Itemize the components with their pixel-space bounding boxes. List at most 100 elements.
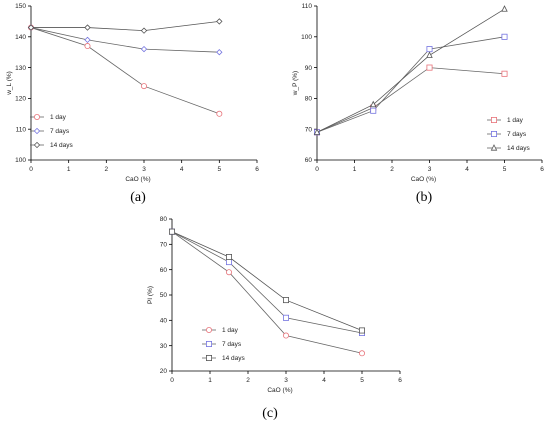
data-point [140,45,148,53]
chart-panel-b: 60 70 80 90 100 110 0 1 2 3 4 5 6 CaO (%) w_P (%) 1 day… [285,0,550,183]
x-tick-label: 2 [390,166,394,173]
y-tick-label: 50 [160,292,168,299]
data-point [501,70,508,77]
data-point [426,64,433,71]
data-point [501,33,508,40]
y-tick-label: 40 [160,318,168,325]
y-tick-label: 150 [15,3,26,10]
data-point [140,27,148,34]
series-2 [313,5,508,135]
x-tick-label: 6 [540,166,544,173]
series-line [316,67,505,133]
series-line [316,36,505,133]
legend-label: 1 day [507,117,524,124]
series-0 [27,24,223,117]
x-tick-label: 1 [353,166,357,173]
legend-marker [490,117,497,124]
panel-label-c: (c) [262,406,278,421]
y-tick-label: 110 [16,126,27,133]
data-point [370,107,377,114]
legend-marker [206,327,213,334]
legend-label: 7 days [507,131,527,138]
x-tick-label: 3 [142,166,146,173]
x-axis-title: CaO (%) [267,387,292,394]
y-axis-title: PI (%) [147,286,154,304]
x-tick-label: 0 [170,377,174,384]
series-0 [169,228,365,357]
data-point [216,110,223,117]
data-point [282,297,289,304]
y-tick-label: 100 [301,34,312,41]
series-2 [169,228,365,334]
data-point [370,100,377,108]
series-line [30,27,220,115]
panel-label-a: (a) [130,190,146,205]
y-tick-label: 140 [15,34,26,41]
data-point [140,83,147,90]
y-tick-label: 120 [15,96,26,103]
y-tick-label: 30 [160,343,168,350]
chart-c-svg: 20 30 40 50 60 70 80 0 1 2 3 4 5 6 CaO (%) PI (%) 1 day 7… [147,216,402,394]
legend: 1 day 7 days 14 days [30,114,74,149]
x-tick-label: 5 [360,377,364,384]
x-tick-label: 3 [284,377,288,384]
series-line [30,27,220,53]
legend-marker [490,130,497,137]
data-point [226,269,233,276]
y-tick-label: 80 [160,216,168,223]
x-tick-label: 2 [246,377,250,384]
chart-a-svg: 100 110 120 130 140 150 0 1 2 3 4 5 6 CaO (%) w_L (%) 1… [6,3,259,183]
legend-marker [206,340,213,347]
legend: 1 day 7 days 14 days [202,327,246,362]
data-point [169,228,176,235]
x-tick-label: 1 [67,166,71,173]
y-tick-label: 60 [160,267,168,274]
x-tick-label: 6 [398,377,402,384]
legend-label: 14 days [50,142,74,149]
series-line [31,21,220,32]
panel-label-b: (b) [415,190,433,205]
data-point [282,332,289,339]
y-axis-title: w_P (%) [292,71,299,96]
x-tick-label: 4 [465,166,469,173]
series-1 [313,33,508,136]
series-line [171,231,363,331]
y-tick-label: 90 [305,65,313,72]
series-0 [313,64,508,136]
legend-label: 14 days [507,145,531,152]
data-point [84,36,91,44]
y-tick-label: 80 [305,96,313,103]
chart-panel-a: 100 110 120 130 140 150 0 1 2 3 4 5 6 CaO (%) w_L (%) 1… [0,0,270,183]
y-tick-label: 130 [15,65,26,72]
x-tick-label: 4 [322,377,326,384]
data-point [313,128,321,135]
data-point [84,43,91,50]
legend-label: 14 days [222,355,246,362]
legend-marker [33,141,41,149]
legend-marker [206,354,213,361]
legend-label: 7 days [222,341,242,348]
legend-label: 1 day [50,114,67,121]
legend: 1 day 7 days 14 days [487,117,531,152]
series-line [171,231,363,334]
x-axis-title: CaO (%) [125,176,150,183]
x-tick-label: 2 [105,166,109,173]
data-point [226,259,233,266]
y-tick-label: 70 [160,242,168,249]
chart-b-svg: 60 70 80 90 100 110 0 1 2 3 4 5 6 CaO (%) w_P (%) 1 day… [292,3,544,183]
y-tick-label: 110 [302,3,313,10]
y-tick-label: 20 [160,368,168,375]
x-tick-label: 3 [428,166,432,173]
data-point [501,5,508,12]
data-point [216,49,223,56]
data-point [426,46,433,53]
series-2 [27,18,223,34]
legend-label: 7 days [50,128,70,135]
x-tick-label: 4 [180,166,184,173]
y-tick-label: 70 [305,126,313,133]
data-point [282,314,289,321]
data-point [358,350,365,357]
series-line [171,231,363,354]
y-tick-label: 100 [15,157,26,164]
data-point [27,24,35,31]
